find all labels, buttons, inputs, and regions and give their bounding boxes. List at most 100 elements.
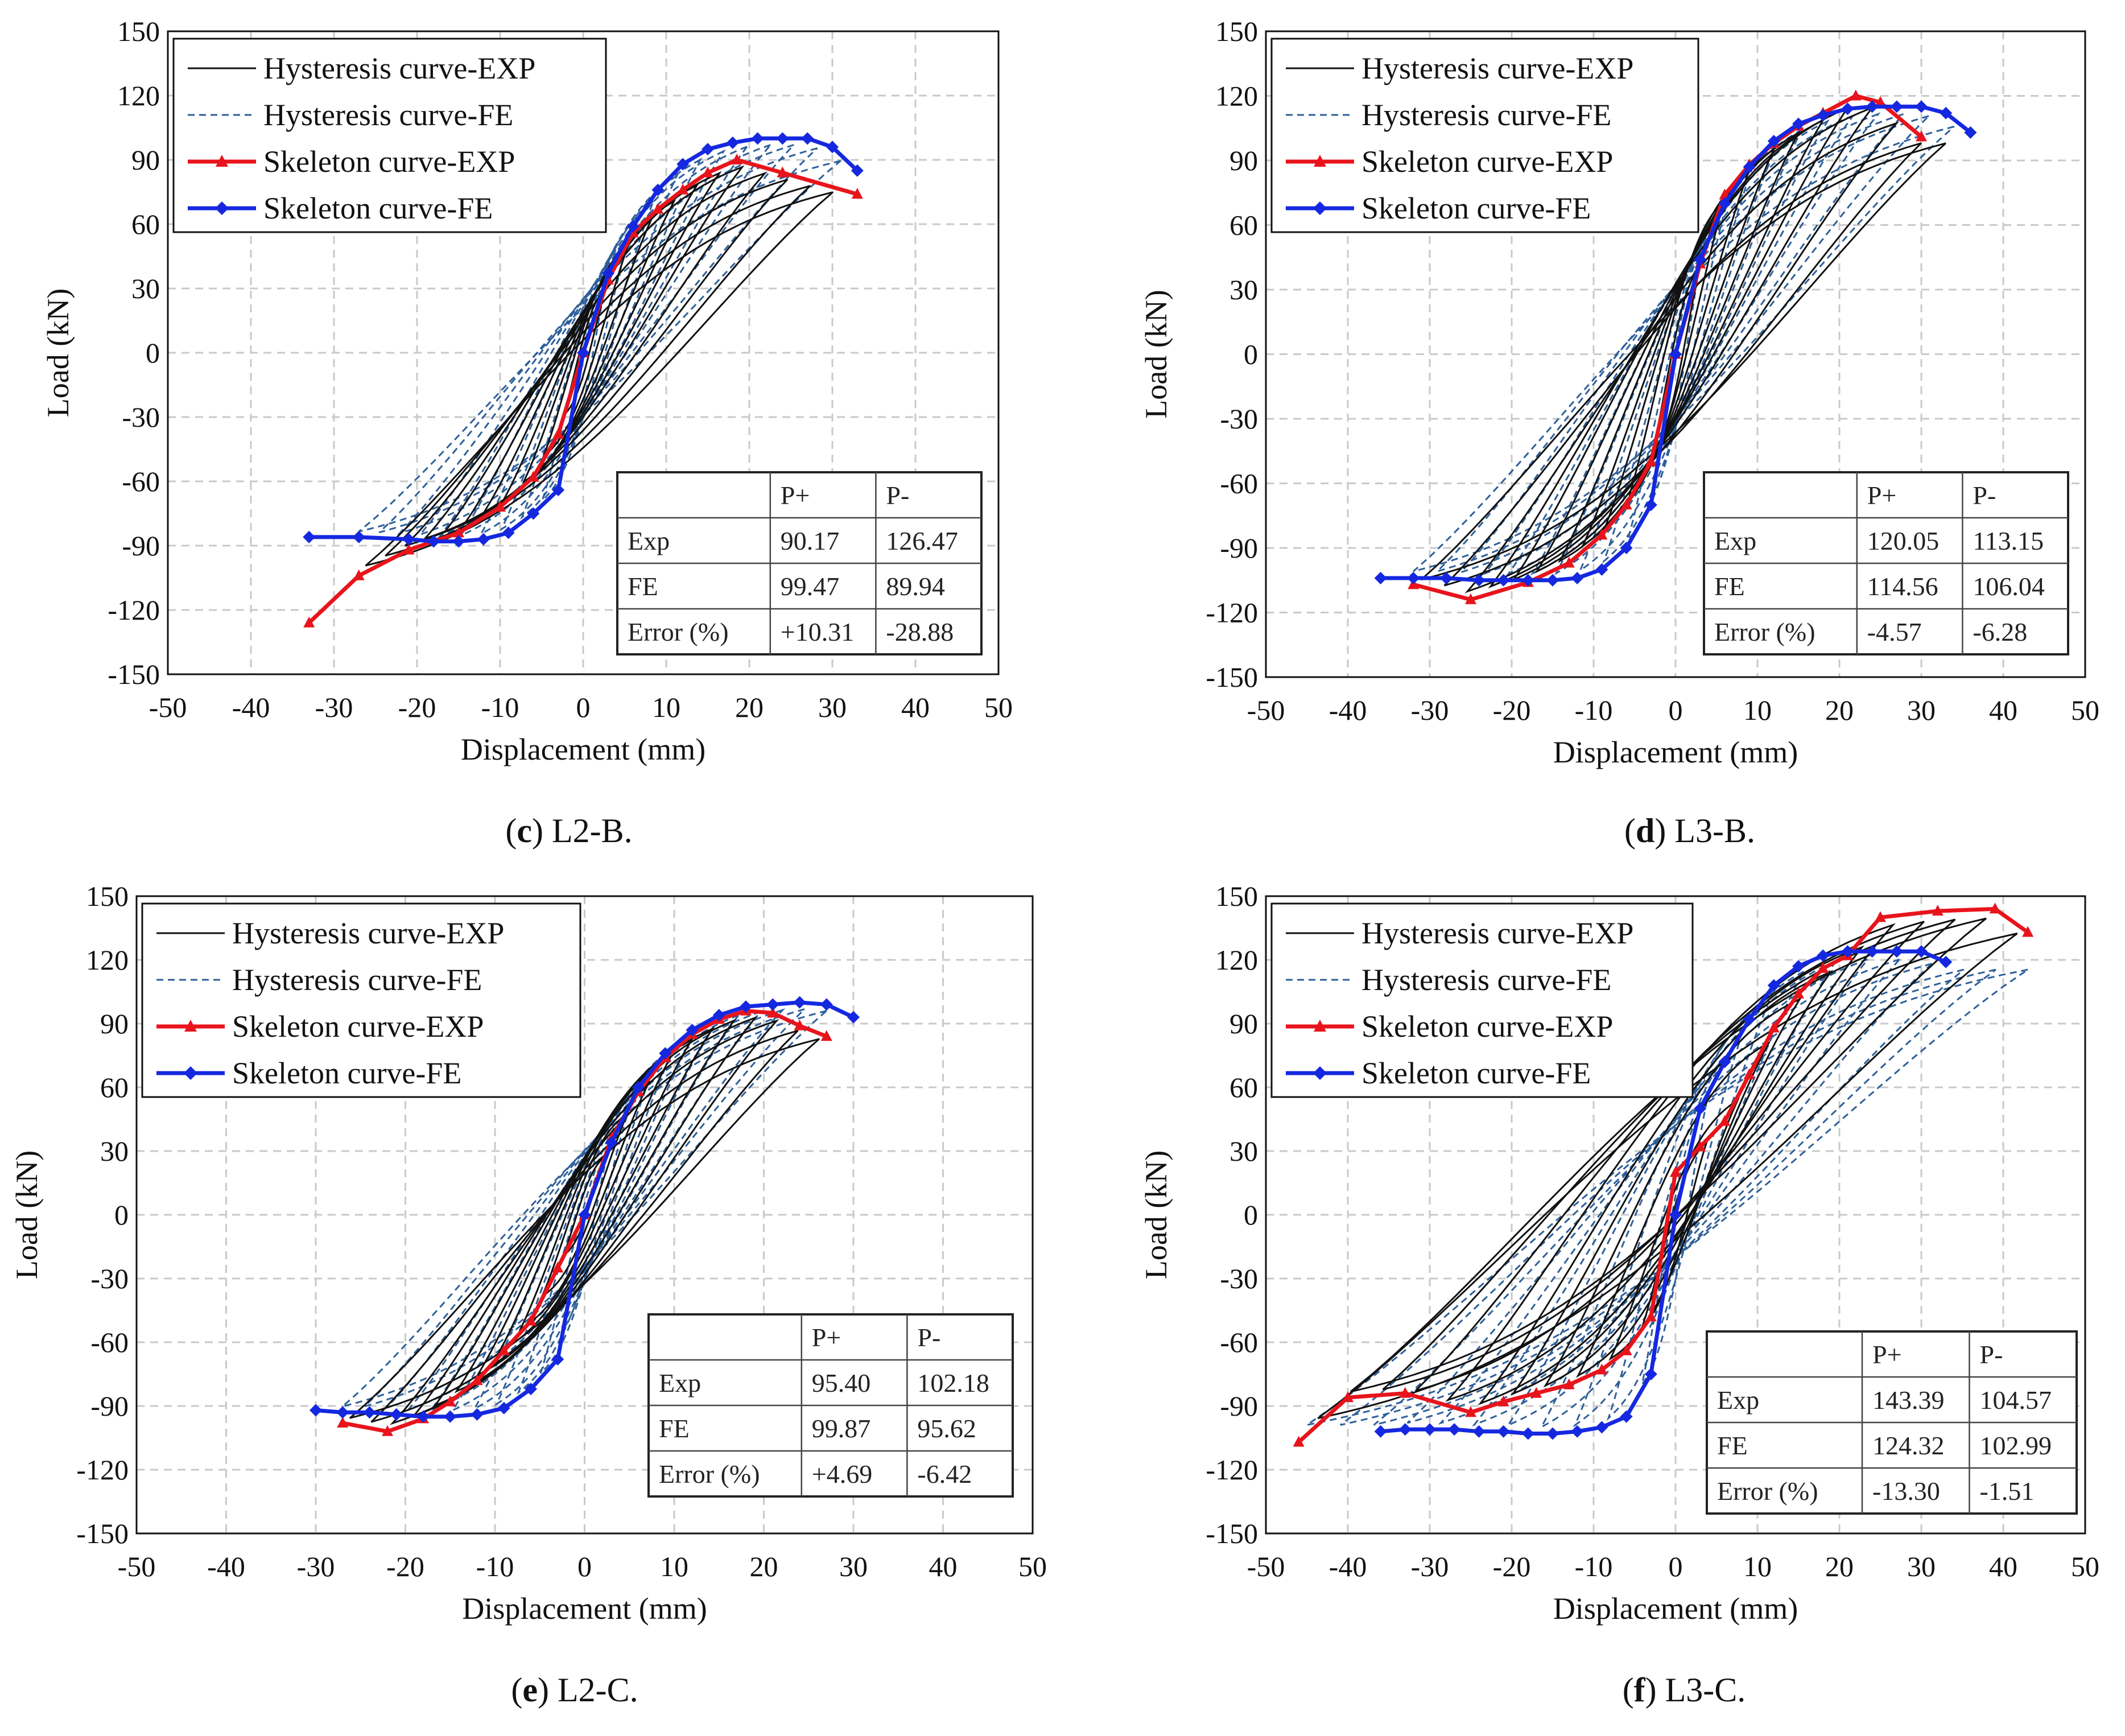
data-point [1890,945,1903,958]
hysteresis-fe-loop [1458,112,1907,575]
data-point [1932,905,1944,916]
y-tick-label: 60 [1229,209,1258,241]
y-tick-label: 0 [114,1199,129,1231]
table-col-header: P- [1973,481,1996,510]
data-point [1792,117,1805,130]
data-point [1398,1423,1412,1436]
legend-label: Hysteresis curve-EXP [1361,916,1633,950]
table-cell: -13.30 [1872,1477,1940,1506]
data-point [1521,1427,1534,1440]
hysteresis-fe-loop [1607,1038,1742,1421]
data-point [767,1007,779,1018]
hysteresis-exp-loop [1543,997,1802,1388]
legend-label: Hysteresis curve-FE [1361,98,1611,132]
hysteresis-exp-loop [385,185,811,557]
table-row-label: Error (%) [1717,1477,1818,1506]
data-point [651,183,665,196]
x-axis-label: Displacement (mm) [1553,735,1798,769]
x-tick-label: -20 [398,691,436,723]
data-point [1620,1410,1633,1423]
hysteresis-exp-loop [370,1029,799,1423]
data-point [1850,89,1862,101]
data-point [851,188,863,199]
hysteresis-exp-loop [365,191,834,567]
data-point [766,998,779,1011]
y-tick-label: 120 [1215,80,1258,112]
y-tick-label: 120 [1215,944,1258,976]
hysteresis-fe-loop [1482,112,1881,576]
hysteresis-fe-loop [494,1049,675,1407]
x-tick-label: 20 [1825,1551,1854,1582]
x-tick-label: -40 [232,691,270,723]
data-point [1743,1013,1756,1026]
hysteresis-exp-loop [454,1026,715,1393]
data-point [820,1030,832,1041]
data-point [1817,109,1830,122]
table-cell: 102.99 [1980,1431,2052,1460]
data-point [303,616,315,628]
y-tick-label: 30 [100,1135,129,1167]
legend-label: Skeleton curve-FE [1361,1056,1591,1090]
y-tick-label: -60 [1220,468,1258,500]
data-point [1620,498,1632,510]
table-row-label: FE [659,1414,690,1443]
data-point [793,996,806,1009]
legend-box [1270,38,1699,233]
data-point [527,471,539,482]
hysteresis-exp-loop [522,217,654,484]
data-point [1620,1344,1632,1355]
data-point [777,166,789,178]
x-tick-label: -20 [386,1551,424,1582]
data-point [417,1410,430,1423]
data-point [1497,1395,1509,1407]
hysteresis-exp-loop [390,1018,779,1425]
data-point [659,1047,672,1060]
x-tick-label: -50 [1247,1551,1285,1582]
data-point [712,1009,725,1022]
y-tick-label: -30 [1220,403,1258,435]
table-cell: 99.87 [812,1414,871,1443]
data-point [1571,571,1584,584]
table-cell: 143.39 [1872,1385,1945,1415]
x-tick-label: 30 [839,1551,868,1582]
legend-label: Skeleton curve-EXP [1361,1009,1613,1044]
legend-marker [215,201,229,215]
x-tick-label: -10 [1575,694,1613,726]
data-point [605,1136,618,1149]
table-col-header: P+ [812,1323,841,1352]
x-tick-label: 20 [735,691,764,723]
x-axis-label: Displacement (mm) [462,1591,707,1626]
data-point [1595,563,1608,576]
y-tick-label: -120 [76,1454,129,1486]
panel-caption: (e) L2-C. [511,1671,638,1709]
x-tick-label: 50 [984,691,1013,723]
data-point [702,143,714,156]
legend-label: Skeleton curve-FE [263,191,493,225]
table-cell: 89.94 [886,572,945,601]
data-point [1915,945,1928,958]
y-tick-label: -120 [1206,597,1258,629]
data-point [1875,96,1886,107]
y-tick-label: 30 [1229,274,1258,306]
data-point [1718,1055,1731,1069]
legend-label: Skeleton curve-EXP [263,145,515,179]
table-cell: 95.62 [917,1414,976,1443]
legend-marker [1313,201,1327,215]
data-point [1767,979,1780,992]
data-point [1817,962,1829,973]
data-point [820,998,833,1011]
x-tick-label: 40 [929,1551,958,1582]
y-tick-label: 90 [131,144,160,176]
data-point [1841,945,1854,958]
y-tick-label: -150 [108,658,160,690]
x-tick-label: 30 [1907,694,1936,726]
table-cell: -28.88 [886,617,954,646]
data-point [427,535,440,548]
y-tick-label: -90 [1220,1390,1258,1422]
data-point [1497,574,1510,587]
data-point [1792,960,1805,973]
y-tick-label: -120 [1206,1454,1258,1486]
hysteresis-fe-loop [500,174,679,531]
x-tick-label: 20 [750,1551,778,1582]
